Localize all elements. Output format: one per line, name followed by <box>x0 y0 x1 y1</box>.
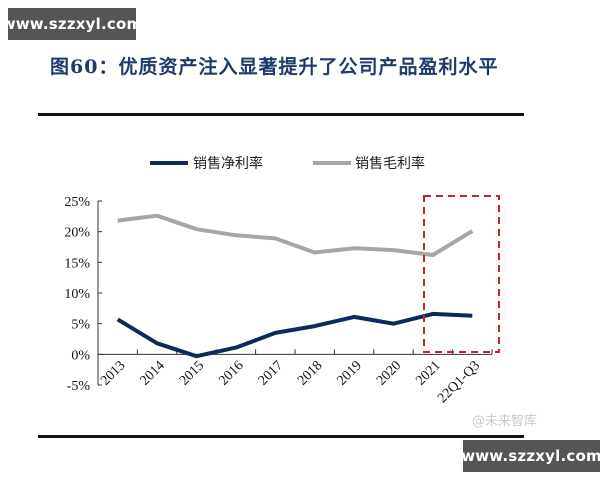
y-tick-label: 10% <box>64 287 90 302</box>
chart-series <box>116 213 474 359</box>
chart-axes: 25% 20% 15% 10% 5% 0% -5% 2013 2014 2015 2016 2017 2… <box>64 195 493 406</box>
highlight-dashed-box <box>423 195 500 353</box>
chart-legend: 销售净利率 销售毛利率 <box>150 155 425 172</box>
legend-gross-margin-label: 销售毛利率 <box>355 155 425 172</box>
x-tick-label: 2021 <box>413 358 443 388</box>
y-tick-label: 0% <box>71 348 90 363</box>
x-tick-label: 2018 <box>295 358 325 388</box>
highlight-box <box>423 195 500 353</box>
source-watermark: @未来智库 <box>472 414 538 429</box>
x-tick-label: 2014 <box>138 358 168 388</box>
x-tick-label: 2020 <box>374 358 404 388</box>
x-tick-label: 22Q1-Q3 <box>435 358 483 406</box>
chart-title: 图60：优质资产注入显著提升了公司产品盈利水平 <box>50 56 499 78</box>
bottom-divider <box>38 435 524 438</box>
x-tick-label: 2019 <box>335 358 365 388</box>
x-tick-label: 2016 <box>216 358 246 388</box>
y-tick-label: 25% <box>64 195 90 210</box>
y-tick-label: 5% <box>71 318 90 333</box>
y-tick-label: 15% <box>64 256 90 271</box>
top-divider <box>38 113 524 116</box>
legend-net-margin-label: 销售净利率 <box>193 155 263 172</box>
watermark-bottom: www.szzxyl.com <box>461 440 600 472</box>
x-tick-label: 2017 <box>256 358 286 388</box>
x-tick-label: 2015 <box>177 358 207 388</box>
x-tick-label: 2013 <box>98 358 128 388</box>
watermark-top: www.szzxyl.com <box>2 8 142 40</box>
gross-margin-line <box>117 213 474 257</box>
net-margin-line <box>116 311 473 359</box>
y-tick-label: 20% <box>64 226 90 241</box>
y-tick-label: -5% <box>67 379 91 394</box>
